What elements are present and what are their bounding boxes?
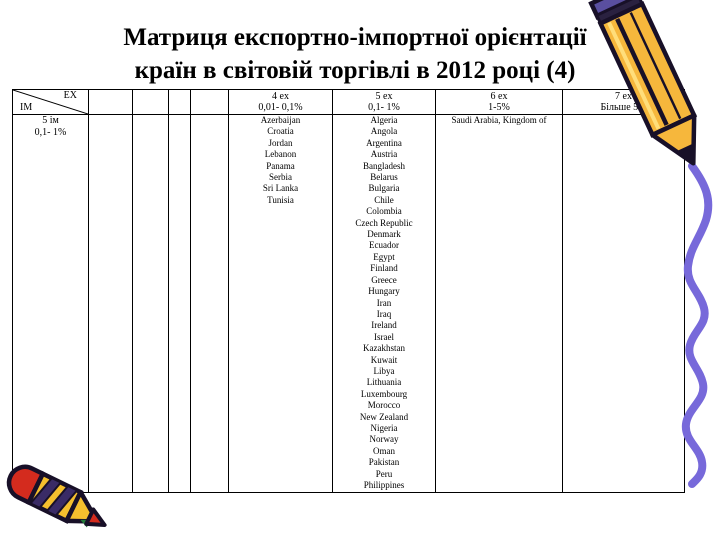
empty-header-cell bbox=[168, 89, 191, 115]
empty-cell bbox=[168, 114, 191, 493]
country-item: Algeria bbox=[370, 115, 398, 126]
country-item: Croatia bbox=[267, 126, 294, 137]
row-header-label: 5 ім bbox=[42, 115, 59, 127]
cell-7ex-countries bbox=[562, 114, 685, 493]
cell-6ex-countries: Saudi Arabia, Kingdom of bbox=[435, 114, 563, 493]
corner-ex-label: EX bbox=[63, 90, 77, 102]
corner-im-label: IM bbox=[20, 102, 33, 113]
country-item: Kuwait bbox=[370, 354, 398, 365]
country-item: Greece bbox=[371, 274, 397, 285]
country-item: New Zealand bbox=[359, 411, 409, 422]
country-item: Chile bbox=[374, 194, 394, 205]
empty-cell bbox=[88, 114, 133, 493]
col-header-range: 0,01- 0,1% bbox=[258, 102, 303, 113]
country-item: Ecuador bbox=[369, 240, 399, 251]
country-item: Denmark bbox=[367, 229, 401, 240]
country-item: Sri Lanka bbox=[262, 183, 299, 194]
matrix-corner-cell: EX IM bbox=[12, 89, 89, 115]
country-item: Iraq bbox=[376, 308, 392, 319]
matrix-header-row: EX IM 4 ex 0,01- 0,1% 5 ex 0,1- 1% 6 ex … bbox=[12, 89, 685, 115]
col-header-label: 4 ex bbox=[272, 91, 289, 102]
col-header-range: 0,1- 1% bbox=[368, 102, 400, 113]
cell-5ex-countries: Algeria Angola Argentina Austria Bangladesh B… bbox=[332, 114, 436, 493]
country-item: Angola bbox=[370, 126, 398, 137]
cell-4ex-countries: Azerbaijan Croatia Jordan Lebanon Panama Serb… bbox=[228, 114, 333, 493]
country-item: Jordan bbox=[268, 137, 293, 148]
country-item: Nigeria bbox=[370, 422, 398, 433]
country-item: Pakistan bbox=[368, 457, 400, 468]
slide-title-line2: країн в світовій торгівлі в 2012 році (4… bbox=[134, 57, 576, 84]
country-item: Ireland bbox=[371, 320, 397, 331]
empty-header-cell bbox=[88, 89, 133, 115]
country-item: Lebanon bbox=[264, 149, 297, 160]
col-header-label: 5 ex bbox=[375, 91, 393, 102]
country-item: Peru bbox=[375, 468, 393, 479]
col-header-6ex: 6 ex 1-5% bbox=[435, 89, 563, 115]
country-item: Czech Republic bbox=[355, 217, 413, 228]
country-item: Azerbaijan bbox=[260, 115, 301, 126]
country-item: Colombia bbox=[366, 206, 402, 217]
country-item: Philippines bbox=[363, 480, 405, 490]
row-header-range: 0,1- 1% bbox=[34, 127, 67, 138]
col-header-label: 6 ex bbox=[490, 91, 508, 102]
country-item: Argentina bbox=[366, 137, 402, 148]
country-item: Egypt bbox=[373, 251, 395, 262]
country-item: Saudi Arabia, Kingdom of bbox=[451, 115, 547, 126]
country-item: Morocco bbox=[367, 400, 401, 411]
country-item: Tunisia bbox=[267, 194, 294, 205]
country-item: Bulgaria bbox=[368, 183, 400, 194]
empty-cell bbox=[132, 114, 169, 493]
row-header-5im: 5 ім 0,1- 1% bbox=[12, 114, 89, 493]
slide-title: Матриця експортно-імпортної орієнтації к… bbox=[0, 21, 710, 87]
country-item: Lithuania bbox=[366, 377, 402, 388]
empty-cell bbox=[190, 114, 229, 493]
country-item: Finland bbox=[370, 263, 398, 274]
country-item: Panama bbox=[266, 160, 295, 171]
matrix-body-row: 5 ім 0,1- 1% Azerbaijan Croatia Jordan Leba… bbox=[12, 114, 685, 493]
country-item: Austria bbox=[370, 149, 398, 160]
squiggle-line-icon bbox=[681, 162, 713, 488]
country-item: Belarus bbox=[370, 172, 398, 183]
country-item: Oman bbox=[373, 445, 395, 456]
country-item: Hungary bbox=[368, 286, 400, 297]
country-item: Libya bbox=[373, 365, 395, 376]
col-header-label: 7 ex bbox=[615, 91, 632, 102]
country-item: Israel bbox=[374, 331, 394, 342]
col-header-5ex: 5 ex 0,1- 1% bbox=[332, 89, 436, 115]
col-header-4ex: 4 ex 0,01- 0,1% bbox=[228, 89, 333, 115]
empty-header-cell bbox=[190, 89, 229, 115]
diagonal-divider bbox=[13, 90, 88, 114]
empty-header-cell bbox=[132, 89, 169, 115]
col-header-7ex: 7 ex Більше 5% bbox=[562, 89, 685, 115]
slide-title-line1: Матриця експортно-імпортної орієнтації bbox=[123, 24, 587, 51]
country-item: Norway bbox=[369, 434, 399, 445]
country-item: Serbia bbox=[269, 172, 292, 183]
country-item: Bangladesh bbox=[363, 160, 405, 171]
col-header-range: 1-5% bbox=[488, 102, 510, 113]
country-item: Kazakhstan bbox=[363, 343, 405, 354]
country-item: Luxembourg bbox=[360, 388, 408, 399]
country-item: Iran bbox=[376, 297, 392, 308]
export-import-matrix-table: EX IM 4 ex 0,01- 0,1% 5 ex 0,1- 1% 6 ex … bbox=[12, 89, 685, 493]
col-header-range: Більше 5% bbox=[600, 102, 647, 113]
